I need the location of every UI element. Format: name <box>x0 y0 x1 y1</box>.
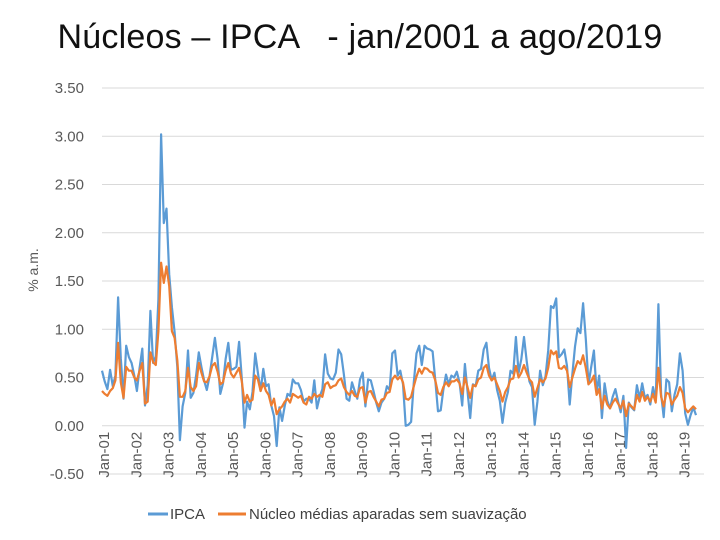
y-tick-label: -0.50 <box>50 466 84 483</box>
y-tick-label: 3.50 <box>55 80 84 97</box>
y-tick-label: 1.00 <box>55 321 84 338</box>
x-tick-label: Jan-09 <box>354 432 371 478</box>
y-tick-label: 3.00 <box>55 128 84 145</box>
x-tick-label: Jan-07 <box>290 432 307 478</box>
legend: IPCA Núcleo médias aparadas sem suavizaç… <box>148 506 527 523</box>
x-tick-label: Jan-11 <box>419 432 436 477</box>
y-axis-label: % a.m. <box>25 248 41 292</box>
gridlines <box>102 87 704 475</box>
y-axis-ticks: 3.50 3.00 2.50 2.00 1.50 1.00 0.50 0.00 -0.50 <box>50 80 84 483</box>
x-tick-label: Jan-06 <box>257 432 274 478</box>
x-tick-label: Jan-15 <box>548 432 565 478</box>
x-tick-label: Jan-04 <box>193 432 210 478</box>
legend-label-nucleo: Núcleo médias aparadas sem suavização <box>249 506 527 523</box>
x-tick-label: Jan-08 <box>322 432 339 478</box>
x-axis-ticks: Jan-01 Jan-02 Jan-03 Jan-04 Jan-05 Jan-06 Jan-… <box>96 432 694 478</box>
y-tick-label: 2.00 <box>55 225 84 242</box>
x-tick-label: Jan-05 <box>225 432 242 478</box>
x-tick-label: Jan-14 <box>515 432 532 478</box>
y-tick-label: 2.50 <box>55 177 84 194</box>
chart-title: Núcleos – IPCA - jan/2001 a ago/2019 <box>57 18 663 56</box>
y-tick-label: 0.50 <box>55 370 84 387</box>
x-tick-label: Jan-12 <box>451 432 468 478</box>
legend-label-ipca: IPCA <box>170 506 205 523</box>
x-tick-label: Jan-02 <box>128 432 145 478</box>
x-tick-label: Jan-03 <box>161 432 178 478</box>
series-lines <box>100 133 698 449</box>
y-tick-label: 1.50 <box>55 273 84 290</box>
x-tick-label: Jan-13 <box>483 432 500 478</box>
series-line-nucleo <box>101 261 697 418</box>
x-tick-label: Jan-10 <box>386 432 403 478</box>
y-tick-label: 0.00 <box>55 418 84 435</box>
x-tick-label: Jan-16 <box>580 432 597 478</box>
x-tick-label: Jan-18 <box>644 432 661 478</box>
x-tick-label: Jan-19 <box>677 432 694 478</box>
x-tick-label: Jan-01 <box>96 432 113 478</box>
series-line-ipca <box>100 133 698 449</box>
